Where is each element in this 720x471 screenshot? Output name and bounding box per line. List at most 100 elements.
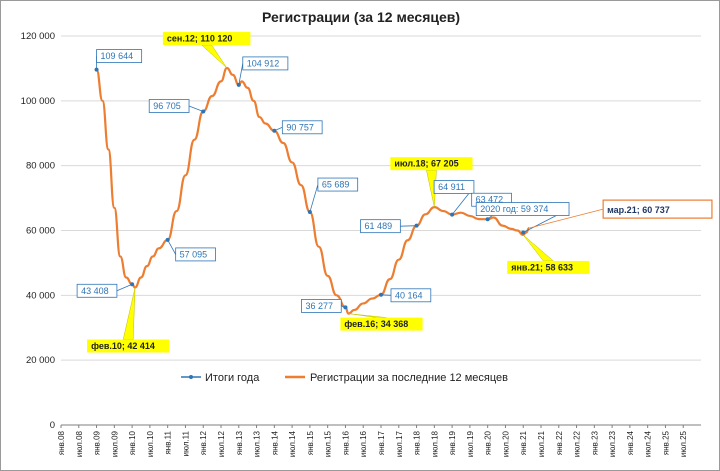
callout: 104 912: [238, 56, 289, 85]
x-tick-label: июл.18: [430, 430, 439, 457]
callout-box: [433, 180, 475, 194]
x-tick-label: янв.09: [93, 430, 102, 455]
callout-leader: [529, 208, 604, 229]
callout: 65 689: [309, 177, 359, 213]
x-tick-label: июл.19: [466, 430, 475, 457]
callout: 57 095: [167, 239, 216, 262]
x-tick-label: янв.10: [128, 430, 137, 455]
legend-label-rolling-12m: Регистрации за последние 12 месяцев: [310, 372, 508, 384]
x-tick-label: янв.12: [199, 430, 208, 455]
callout: июл.18; 67 205: [390, 157, 473, 208]
callout-box: [175, 247, 216, 262]
legend: Итоги года Регистрации за последние 12 м…: [181, 372, 508, 384]
callout-label: 2020 год: 59 374: [480, 204, 548, 214]
callout-label: 40 164: [395, 290, 423, 300]
callout-label: мар.21; 60 737: [607, 205, 670, 215]
callout-leader: [274, 126, 283, 132]
x-tick-label: июл.17: [395, 430, 404, 457]
x-tick-label: июл.13: [253, 430, 262, 457]
x-tick-label: июл.21: [537, 430, 546, 457]
callout-leader: [167, 239, 177, 255]
callout-box: [507, 260, 590, 274]
data-callouts: 109 644 43 408 фев.10; 42 414 57 095 96 705 с…: [76, 32, 713, 353]
x-tick-label: янв.08: [57, 430, 66, 455]
x-tick-label: июл.24: [644, 430, 653, 457]
callout-leader: [309, 184, 319, 213]
x-tick-label: июл.08: [75, 430, 84, 457]
chart-title: Регистрации (за 12 месяцев): [262, 9, 460, 25]
callout-label: 90 757: [286, 122, 314, 132]
callout-label: 64 911: [438, 182, 465, 192]
x-tick-label: июл.16: [359, 430, 368, 457]
callout-box: [390, 157, 473, 171]
callout-label: фев.16; 34 368: [344, 319, 408, 329]
x-tick-label: июл.25: [679, 430, 688, 457]
x-tick-label: июл.09: [110, 430, 119, 457]
x-tick-label: янв.23: [590, 430, 599, 455]
callout: фев.10; 42 414: [87, 287, 170, 353]
callout-label: 109 644: [101, 51, 134, 61]
x-tick-label: янв.11: [164, 430, 173, 454]
x-tick-label: июл.23: [608, 430, 617, 457]
callout-label: 104 912: [247, 58, 280, 68]
callout-label: июл.18; 67 205: [394, 159, 458, 169]
callout: 64 911: [433, 180, 475, 215]
callout-label: 43 408: [81, 286, 109, 296]
callout: мар.21; 60 737: [529, 199, 713, 229]
callout-box: [162, 32, 251, 46]
x-tick-label: янв.24: [626, 430, 635, 455]
y-tick-label: 60 000: [26, 226, 55, 237]
callout-label: 96 705: [153, 101, 181, 111]
x-tick-label: янв.17: [377, 430, 386, 455]
series-lines: [94, 66, 530, 315]
callout-label: 57 095: [180, 249, 208, 259]
callout-leader: [341, 305, 346, 308]
callout-label: 63 472: [476, 195, 504, 205]
callout-label: сен.12; 110 120: [167, 34, 233, 44]
x-tick-label: янв.15: [306, 430, 315, 455]
callout-box: [340, 317, 423, 331]
callout-box: [360, 219, 401, 234]
callout-pointer: [348, 313, 387, 318]
callout: 43 408: [76, 283, 133, 298]
x-tick-label: июл.22: [573, 430, 582, 457]
x-tick-label: июл.15: [324, 430, 333, 457]
callout-box: [87, 339, 170, 353]
x-tick-label: янв.20: [484, 430, 493, 455]
x-tick-label: янв.18: [413, 430, 422, 455]
legend-marker-year-totals: [189, 375, 193, 379]
x-tick-label: янв.19: [448, 430, 457, 455]
x-axis-labels: янв.08 июл.08 янв.09 июл.09 янв.10 июл.10 янв.…: [57, 425, 688, 457]
series-line-rolling-12m: [95, 66, 530, 315]
callout-box: [301, 299, 342, 313]
callout: 61 489: [360, 219, 417, 234]
callout-label: фев.10; 42 414: [91, 341, 155, 351]
callout: 40 164: [380, 288, 432, 303]
callout-leader: [188, 105, 204, 112]
callout-pointer: [201, 44, 228, 69]
callout-box: [96, 49, 143, 63]
callout: 36 277: [301, 299, 346, 313]
x-tick-label: янв.13: [235, 430, 244, 455]
callout-box: [317, 177, 359, 192]
callout-box: [242, 56, 289, 71]
y-axis-labels: 0 20 000 40 000 60 000 80 000 100 000 120 000: [21, 31, 55, 431]
callout: 2020 год: 59 374: [475, 202, 570, 233]
y-tick-label: 20 000: [26, 355, 55, 366]
x-tick-label: янв.16: [341, 430, 350, 455]
callout-box: [390, 288, 432, 303]
callout-label: 61 489: [365, 221, 393, 231]
callout: 109 644: [96, 49, 143, 70]
callout-pointer: [523, 234, 554, 262]
callout-box: [281, 120, 323, 135]
callout: фев.16; 34 368: [340, 313, 423, 331]
callout-box: [148, 99, 190, 113]
x-tick-label: июл.11: [181, 430, 190, 456]
y-tick-label: 100 000: [21, 96, 55, 107]
callout: 90 757: [274, 120, 323, 135]
x-tick-label: янв.22: [555, 430, 564, 455]
callout-label: 36 277: [305, 301, 333, 311]
callout-box: [76, 283, 118, 298]
y-tick-label: 0: [50, 420, 55, 431]
